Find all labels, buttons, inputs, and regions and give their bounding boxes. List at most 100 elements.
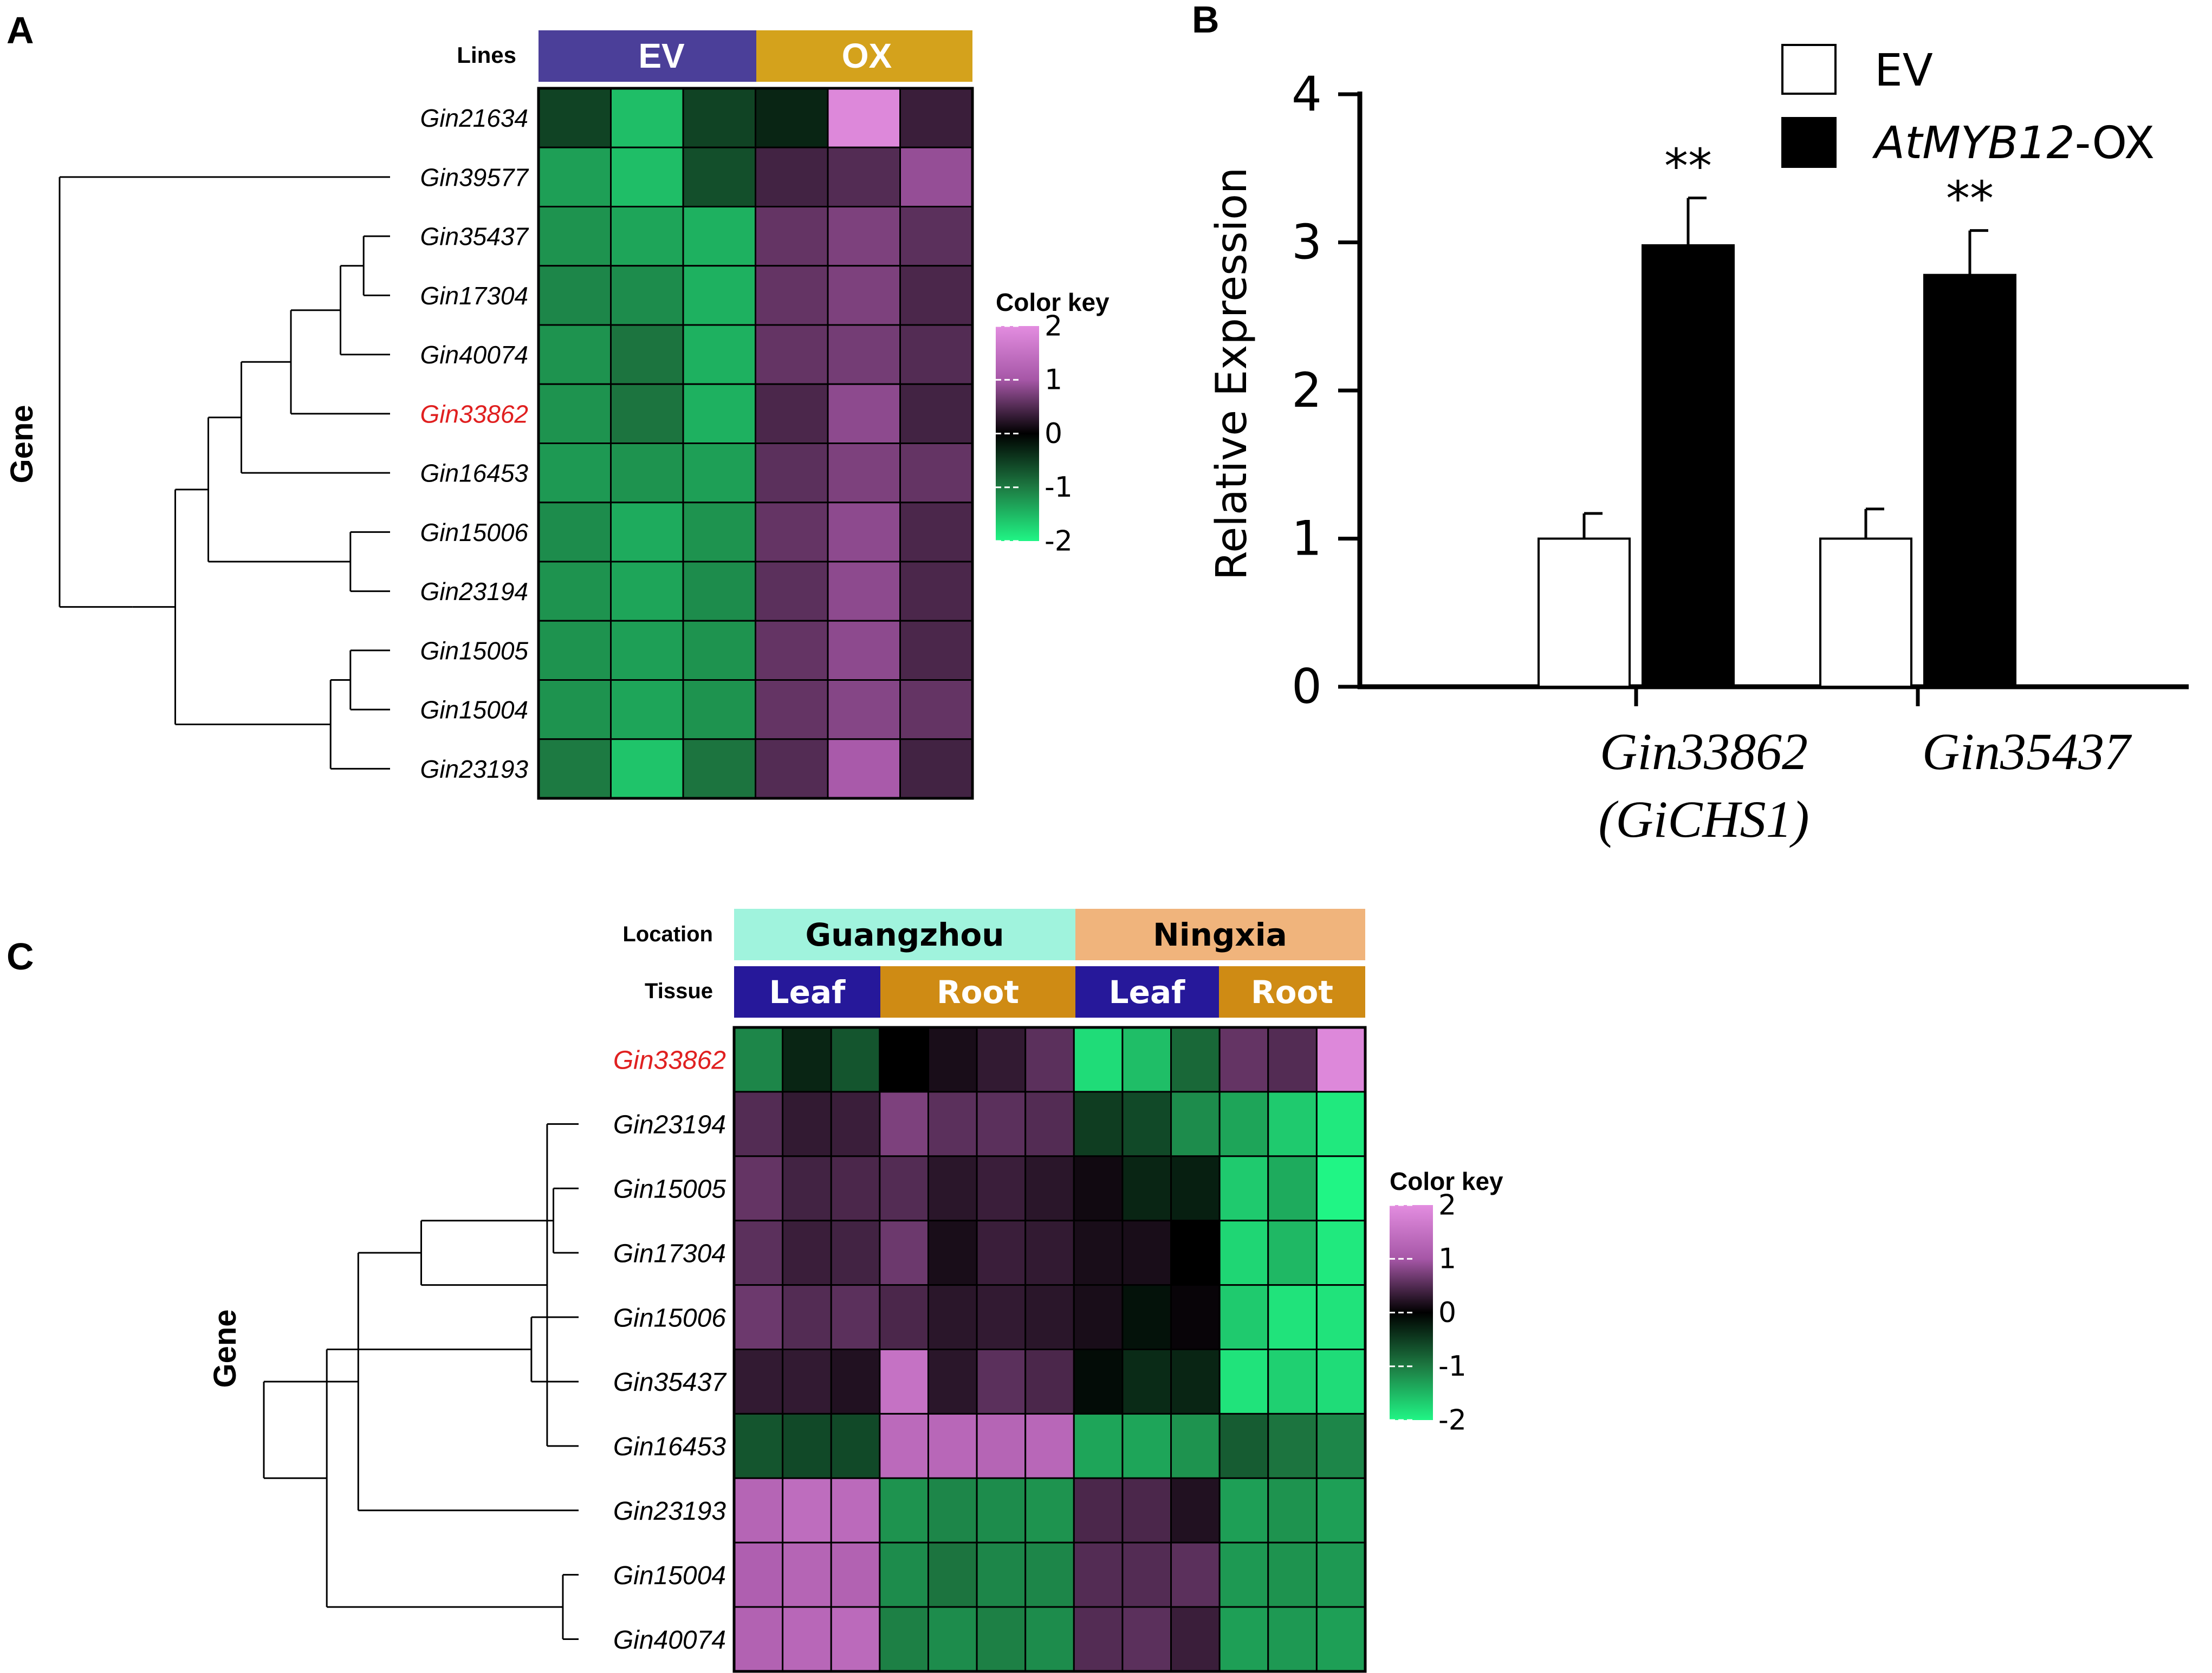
heatmap-cell-gin15006-col-3 xyxy=(682,502,756,563)
heatmap-cell-gin15004-col-6 xyxy=(899,679,974,740)
row-label-gin40074: Gin40074 xyxy=(420,341,529,369)
panel-c: Location Tissue Guangzhou Ningxia Leaf R… xyxy=(207,909,1503,1673)
legend-swatch-ox xyxy=(1781,117,1837,168)
dendrogram-a xyxy=(59,176,390,770)
heatmap-c-cells xyxy=(732,1026,1367,1673)
heatmap-cell-gin35437-col-4 xyxy=(879,1349,929,1415)
heatmap-cell-gin23193-col-10 xyxy=(1170,1477,1221,1544)
heatmap-cell-gin15004-col-7 xyxy=(1024,1541,1075,1608)
heatmap-cell-gin23194-col-2 xyxy=(782,1091,832,1157)
heatmap-cell-gin15006-col-11 xyxy=(1218,1284,1269,1351)
heatmap-cell-gin23193-col-4 xyxy=(879,1477,929,1544)
heatmap-cell-gin15006-col-10 xyxy=(1170,1284,1221,1351)
heatmap-cell-gin23193-col-6 xyxy=(899,738,974,799)
tissue-bar-ningxia-root xyxy=(1219,966,1365,1018)
heatmap-cell-gin15005-col-8 xyxy=(1073,1155,1124,1222)
heatmap-cell-gin16453-col-5 xyxy=(927,1412,978,1479)
annotation-label-lines: Lines xyxy=(457,42,516,68)
heatmap-cell-gin15006-col-9 xyxy=(1121,1284,1172,1351)
heatmap-cell-gin17304-col-4 xyxy=(879,1220,929,1286)
heatmap-a-row-labels: Gin21634 Gin39577 Gin35437 Gin17304 Gin40074… xyxy=(420,104,529,783)
group-bar-ev xyxy=(539,30,756,82)
row-label-gin35437: Gin35437 xyxy=(613,1368,727,1397)
heatmap-cell-gin23193-col-9 xyxy=(1121,1477,1172,1544)
heatmap-cell-gin35437-col-8 xyxy=(1073,1349,1124,1415)
heatmap-cell-gin16453-col-9 xyxy=(1121,1412,1172,1479)
heatmap-cell-gin39577-col-2 xyxy=(610,146,684,207)
heatmap-cell-gin23194-col-4 xyxy=(755,561,829,622)
legend-label-ox-gene: AtMYB12 xyxy=(1872,118,2075,169)
color-key-c-tick-3: -1 xyxy=(1438,1350,1467,1383)
heatmap-cell-gin35437-col-5 xyxy=(827,206,901,267)
heatmap-cell-gin40074-col-5 xyxy=(927,1606,978,1672)
row-label-gin17304: Gin17304 xyxy=(420,282,529,310)
heatmap-cell-gin33862-col-1 xyxy=(537,383,612,444)
category-label-gin33862: Gin33862 xyxy=(1600,722,1808,780)
heatmap-cell-gin15004-col-11 xyxy=(1218,1541,1269,1608)
heatmap-cell-gin40074-col-8 xyxy=(1073,1606,1124,1672)
heatmap-cell-gin23194-col-8 xyxy=(1073,1091,1124,1157)
heatmap-cell-gin16453-col-6 xyxy=(899,442,974,504)
panel-a: Lines EV OX Gin21634 Gin39577 Gin35437 Gin1… xyxy=(4,30,1110,800)
heatmap-cell-gin33862-col-4 xyxy=(879,1026,929,1093)
heatmap-cell-gin15006-col-6 xyxy=(976,1284,1027,1351)
row-label-gin15005: Gin15005 xyxy=(613,1175,726,1204)
heatmap-cell-gin35437-col-4 xyxy=(755,206,829,267)
heatmap-cell-gin15004-col-4 xyxy=(755,679,829,740)
heatmap-a-cells xyxy=(537,87,974,800)
heatmap-cell-gin35437-col-11 xyxy=(1218,1349,1269,1415)
color-key-a-tick-4: -2 xyxy=(1045,525,1073,557)
heatmap-cell-gin33862-col-10 xyxy=(1170,1026,1221,1093)
row-axis-label-c: Gene xyxy=(207,1309,243,1388)
row-label-gin17304: Gin17304 xyxy=(613,1239,726,1268)
heatmap-cell-gin17304-col-12 xyxy=(1267,1220,1318,1286)
tissue-bar-guangzhou-leaf xyxy=(734,966,880,1018)
heatmap-cell-gin40074-col-1 xyxy=(537,324,612,385)
heatmap-cell-gin15006-col-1 xyxy=(537,502,612,563)
heatmap-cell-gin16453-col-5 xyxy=(827,442,901,504)
panel-b: 0 1 2 3 4 ** ** Relative Expression EV AtMYB12… xyxy=(1208,44,2189,848)
heatmap-cell-gin17304-col-9 xyxy=(1121,1220,1172,1286)
row-label-gin33862: Gin33862 xyxy=(420,400,529,428)
row-label-gin15005: Gin15005 xyxy=(420,636,529,665)
heatmap-cell-gin35437-col-1 xyxy=(537,206,612,267)
heatmap-cell-gin40074-col-3 xyxy=(682,324,756,385)
heatmap-cell-gin17304-col-7 xyxy=(1024,1220,1075,1286)
heatmap-cell-gin15004-col-4 xyxy=(879,1541,929,1608)
y-tick-label-1: 1 xyxy=(1292,511,1322,567)
panel-label-c: C xyxy=(7,935,34,978)
heatmap-cell-gin35437-col-6 xyxy=(899,206,974,267)
heatmap-cell-gin39577-col-3 xyxy=(682,146,756,207)
heatmap-c-row-labels: Gin33862 Gin23194 Gin15005 Gin17304 Gin15006… xyxy=(613,1046,727,1655)
location-label-ningxia: Ningxia xyxy=(1153,916,1287,953)
heatmap-cell-gin33862-col-2 xyxy=(782,1026,832,1093)
heatmap-cell-gin15006-col-4 xyxy=(879,1284,929,1351)
heatmap-border xyxy=(732,1026,1367,1673)
heatmap-cell-gin21634-col-5 xyxy=(827,87,901,148)
legend-swatch-ev xyxy=(1781,44,1837,95)
heatmap-cell-gin15006-col-4 xyxy=(755,502,829,563)
heatmap-cell-gin15006-col-3 xyxy=(830,1284,881,1351)
tissue-label-guangzhou-leaf: Leaf xyxy=(769,974,846,1011)
heatmap-cell-gin33862-col-3 xyxy=(830,1026,881,1093)
y-axis-label-b: Relative Expression xyxy=(1208,167,1256,581)
heatmap-cell-gin16453-col-4 xyxy=(755,442,829,504)
heatmap-cell-gin15006-col-12 xyxy=(1267,1284,1318,1351)
color-key-a-tick-0: 2 xyxy=(1045,310,1062,342)
heatmap-cell-gin15005-col-5 xyxy=(927,1155,978,1222)
heatmap-cell-gin16453-col-4 xyxy=(879,1412,929,1479)
heatmap-cell-gin23193-col-3 xyxy=(682,738,756,799)
color-key-c-title: Color key xyxy=(1390,1167,1503,1195)
tissue-label-ningxia-root: Root xyxy=(1251,974,1333,1011)
heatmap-cell-gin40074-col-13 xyxy=(1315,1606,1366,1672)
bar-0-gin33862 xyxy=(1538,537,1631,688)
heatmap-cell-gin17304-col-11 xyxy=(1218,1220,1269,1286)
heatmap-cell-gin39577-col-4 xyxy=(755,146,829,207)
heatmap-cell-gin23194-col-12 xyxy=(1267,1091,1318,1157)
heatmap-cell-gin23194-col-7 xyxy=(1024,1091,1075,1157)
heatmap-cell-gin40074-col-10 xyxy=(1170,1606,1221,1672)
heatmap-cell-gin15004-col-8 xyxy=(1073,1541,1124,1608)
group-bar-ox xyxy=(756,30,972,82)
row-label-gin16453: Gin16453 xyxy=(420,459,529,487)
